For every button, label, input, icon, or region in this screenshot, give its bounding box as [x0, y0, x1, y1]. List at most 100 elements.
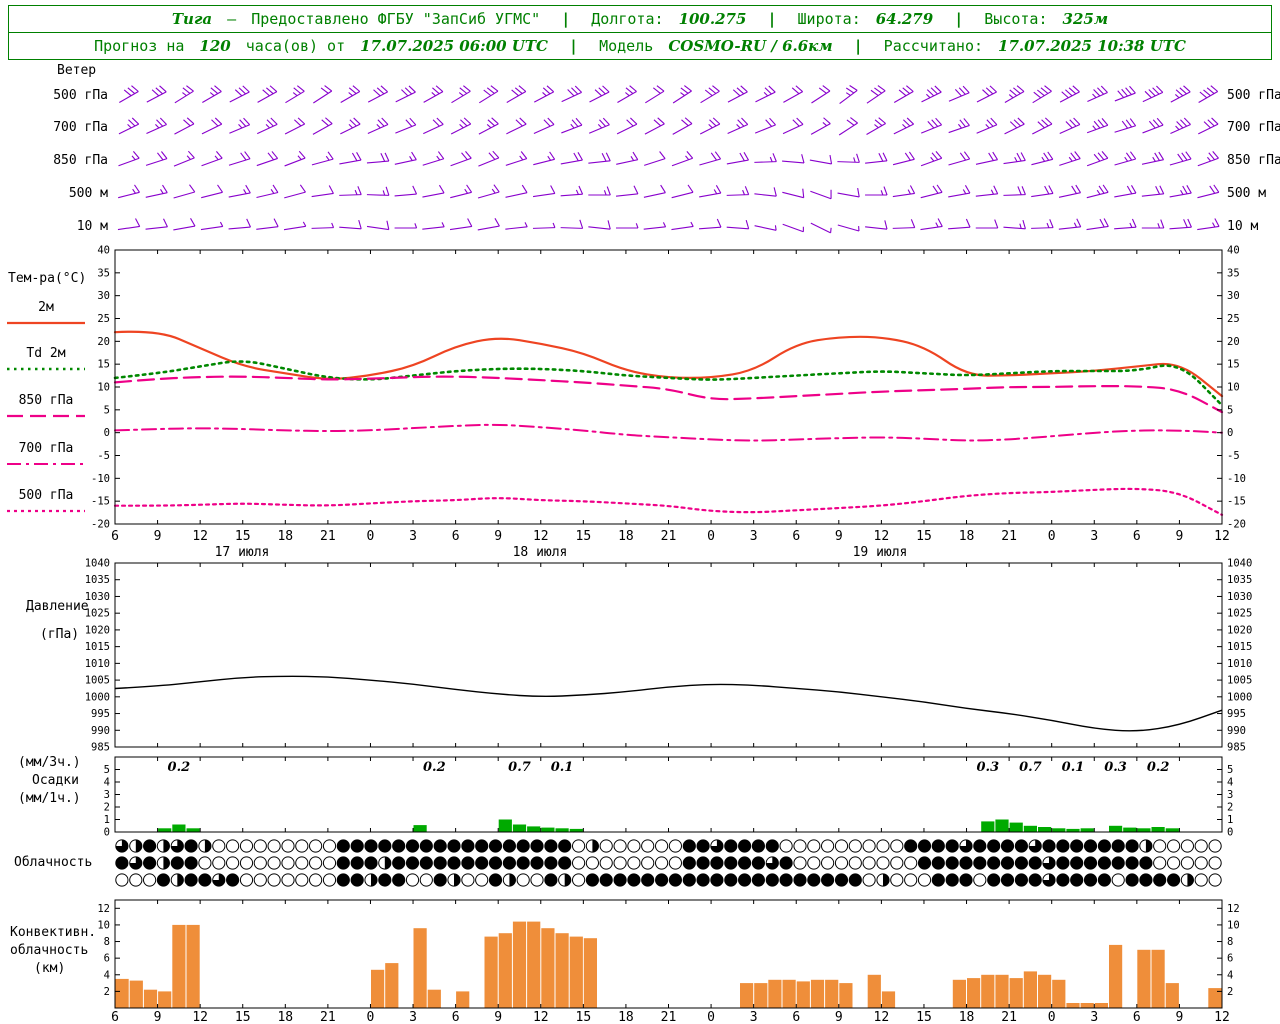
- svg-text:20: 20: [97, 336, 110, 348]
- wind-level-label-850hpa: 850 гПа: [53, 153, 108, 168]
- svg-text:18: 18: [277, 1010, 293, 1024]
- precip-panel-unit-3h: (мм/3ч.): [18, 755, 81, 770]
- svg-text:1: 1: [104, 814, 110, 826]
- svg-text:1035: 1035: [1227, 574, 1252, 586]
- svg-text:5: 5: [104, 764, 110, 776]
- svg-text:12: 12: [874, 1010, 890, 1024]
- svg-text:18: 18: [959, 1010, 975, 1024]
- svg-text:2м: 2м: [38, 300, 54, 315]
- svg-text:995: 995: [1227, 708, 1246, 720]
- conv-panel-title-2: облачность: [10, 943, 89, 958]
- svg-text:0.2: 0.2: [168, 760, 191, 775]
- header-row-1: Тига — Предоставлено ФГБУ "ЗапСиб УГМС" …: [9, 6, 1271, 32]
- wind-row-3: [118, 184, 1220, 200]
- header: Тига — Предоставлено ФГБУ "ЗапСиб УГМС" …: [8, 5, 1272, 60]
- station-name: Тига: [171, 10, 213, 28]
- svg-text:-5: -5: [1227, 450, 1240, 462]
- forecast-time: 17.07.2025 06:00 UTC: [360, 37, 548, 55]
- svg-text:990: 990: [1227, 725, 1246, 737]
- svg-text:9: 9: [154, 1010, 162, 1024]
- svg-text:17 июля: 17 июля: [215, 545, 270, 560]
- svg-text:0: 0: [1048, 529, 1056, 544]
- svg-text:9: 9: [154, 529, 162, 544]
- svg-text:3: 3: [409, 1010, 417, 1024]
- svg-text:15: 15: [916, 1010, 932, 1024]
- svg-text:0.7: 0.7: [1019, 760, 1042, 775]
- svg-text:1: 1: [1227, 814, 1233, 826]
- pressure-line: [114, 675, 1223, 732]
- precipitation-bars: 0.2 0.2 0.7 0.1 0.3 0.7 0.1 0.3 0.2: [158, 760, 1179, 833]
- svg-text:15: 15: [916, 529, 932, 544]
- svg-text:12: 12: [533, 1010, 549, 1024]
- svg-text:2: 2: [1227, 802, 1233, 814]
- svg-text:21: 21: [320, 529, 336, 544]
- altitude-value: 325м: [1062, 10, 1109, 28]
- svg-text:-10: -10: [91, 473, 110, 485]
- svg-text:0.1: 0.1: [1062, 760, 1085, 775]
- svg-text:12: 12: [192, 529, 208, 544]
- svg-text:0: 0: [1227, 427, 1233, 439]
- precip-panel-title: Осадки: [32, 773, 79, 788]
- svg-text:1025: 1025: [85, 608, 110, 620]
- svg-text:500 гПа: 500 гПа: [19, 488, 74, 503]
- svg-text:21: 21: [1001, 1010, 1017, 1024]
- svg-text:19 июля: 19 июля: [853, 545, 908, 560]
- wind-level-label-850hpa-right: 850 гПа: [1227, 153, 1280, 168]
- svg-text:-20: -20: [1227, 519, 1246, 531]
- svg-text:3: 3: [750, 1010, 758, 1024]
- svg-text:15: 15: [576, 1010, 592, 1024]
- svg-text:0: 0: [707, 1010, 715, 1024]
- svg-text:40: 40: [1227, 245, 1240, 257]
- svg-text:-15: -15: [1227, 496, 1246, 508]
- svg-text:9: 9: [1176, 529, 1184, 544]
- wind-level-label-500m: 500 м: [68, 186, 108, 201]
- svg-text:35: 35: [1227, 267, 1240, 279]
- svg-text:1010: 1010: [85, 658, 110, 670]
- svg-text:1030: 1030: [85, 591, 110, 603]
- svg-text:10: 10: [97, 382, 110, 394]
- forecast-hours: 120: [199, 37, 231, 55]
- svg-text:6: 6: [1133, 529, 1141, 544]
- svg-text:1000: 1000: [1227, 691, 1252, 703]
- svg-text:0: 0: [1227, 827, 1233, 839]
- svg-text:1035: 1035: [85, 574, 110, 586]
- svg-text:15: 15: [97, 359, 110, 371]
- wind-level-label-700hpa-right: 700 гПа: [1227, 120, 1280, 135]
- temperature-legend: 2м Td 2м 850 гПа 700 гПа 500 гПа: [7, 300, 85, 513]
- svg-text:21: 21: [661, 1010, 677, 1024]
- svg-text:6: 6: [111, 1010, 119, 1024]
- wind-level-label-10m: 10 м: [76, 219, 108, 234]
- svg-text:0: 0: [367, 529, 375, 544]
- svg-text:30: 30: [97, 290, 110, 302]
- svg-text:0: 0: [104, 427, 110, 439]
- svg-text:1040: 1040: [85, 558, 110, 570]
- wind-row-0: [119, 85, 1219, 105]
- altitude-label: Высота:: [984, 10, 1048, 28]
- svg-text:21: 21: [661, 529, 677, 544]
- wind-row-1: [118, 117, 1219, 136]
- svg-text:-20: -20: [91, 519, 110, 531]
- svg-text:0: 0: [707, 529, 715, 544]
- svg-text:3: 3: [1090, 529, 1098, 544]
- svg-text:990: 990: [91, 725, 110, 737]
- wind-level-label-10m-right: 10 м: [1227, 219, 1259, 234]
- wind-row-4: [117, 218, 1220, 234]
- svg-text:0.2: 0.2: [423, 760, 446, 775]
- svg-text:18: 18: [618, 529, 634, 544]
- provider-text: Предоставлено ФГБУ "ЗапСиб УГМС": [251, 10, 541, 28]
- svg-text:700 гПа: 700 гПа: [19, 441, 74, 456]
- separator: |: [569, 37, 579, 55]
- svg-text:4: 4: [104, 969, 110, 981]
- svg-text:18: 18: [618, 1010, 634, 1024]
- svg-text:-15: -15: [91, 496, 110, 508]
- svg-text:0.3: 0.3: [1104, 760, 1127, 775]
- svg-text:18: 18: [959, 529, 975, 544]
- longitude-value: 100.275: [678, 10, 747, 28]
- svg-text:1000: 1000: [85, 691, 110, 703]
- forecast-prefix: Прогноз на: [94, 37, 185, 55]
- svg-text:6: 6: [111, 529, 119, 544]
- calc-time: 17.07.2025 10:38 UTC: [998, 37, 1186, 55]
- svg-text:-10: -10: [1227, 473, 1246, 485]
- precip-panel-unit-1h: (мм/1ч.): [18, 791, 81, 806]
